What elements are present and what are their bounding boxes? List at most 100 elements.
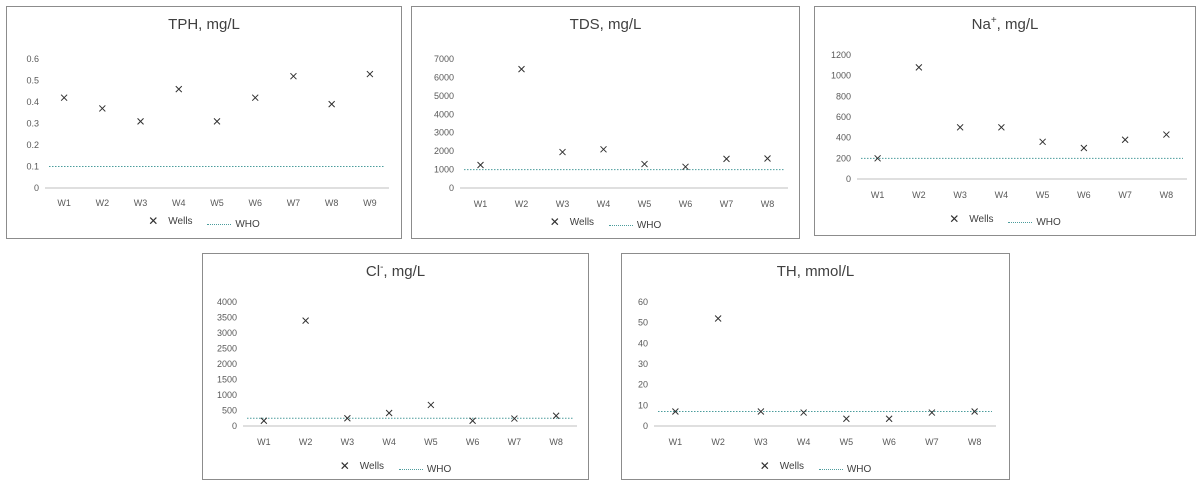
y-tick-label: 1500 <box>217 375 237 385</box>
x-tick-label: W4 <box>597 199 611 209</box>
wells-point <box>260 417 268 425</box>
x-tick-label: W8 <box>761 199 775 209</box>
x-marker-icon: ✕ <box>759 459 770 473</box>
y-tick-label: 60 <box>638 297 648 307</box>
x-tick-label: W5 <box>638 199 652 209</box>
chart-title: Cl-, mg/L <box>365 262 426 280</box>
chart-panel-na: Na+, mg/L 0 200 400 600 800 1000 1200 W1 W2 W3 W4 W… <box>814 6 1196 236</box>
y-tick-label: 20 <box>638 380 648 390</box>
y-tick-label: 2000 <box>434 146 454 156</box>
y-tick-label: 2500 <box>217 344 237 354</box>
wells-point <box>137 117 144 125</box>
y-tick-label: 0.1 <box>26 162 39 172</box>
y-tick-label: 3000 <box>217 328 237 338</box>
x-marker-stroke <box>800 409 807 416</box>
x-tick-label: W2 <box>515 199 529 209</box>
x-tick-label: W5 <box>840 437 854 447</box>
wells-point <box>366 70 374 78</box>
x-tick-label: W4 <box>172 198 186 208</box>
x-marker-stroke <box>518 65 525 73</box>
x-tick-label: W1 <box>57 198 71 208</box>
x-marker-stroke <box>60 94 68 102</box>
x-tick-label: W6 <box>1077 190 1091 200</box>
wells-point <box>98 105 106 112</box>
wells-point <box>714 315 722 322</box>
x-marker-stroke <box>98 105 106 112</box>
x-marker-stroke <box>469 417 476 425</box>
wells-point <box>672 408 679 415</box>
x-marker-stroke <box>552 412 560 420</box>
wells-point <box>971 408 978 415</box>
x-tick-label: W3 <box>134 198 148 208</box>
y-tick-label: 1000 <box>434 165 454 175</box>
x-marker-stroke <box>915 64 923 71</box>
y-tick-label: 0.3 <box>26 119 39 129</box>
x-marker-stroke <box>137 117 144 125</box>
legend-item-who: WHO <box>207 219 260 230</box>
wells-point <box>469 417 476 425</box>
x-tick-label: W2 <box>912 190 926 200</box>
wells-point <box>682 163 689 171</box>
y-tick-label: 800 <box>836 91 851 101</box>
chart-title: TH, mmol/L <box>776 263 855 280</box>
x-marker-stroke <box>260 417 268 425</box>
legend-item-wells: ✕ Wells <box>339 459 385 473</box>
x-tick-label: W3 <box>754 437 768 447</box>
wells-point <box>385 409 393 417</box>
x-marker-stroke <box>971 408 978 415</box>
legend-item-wells: ✕ Wells <box>949 212 994 226</box>
chart-legend: ✕ Wells WHO <box>622 459 1009 475</box>
wells-point <box>559 148 566 156</box>
x-marker-stroke <box>328 100 336 108</box>
x-marker-stroke <box>843 415 850 423</box>
dotted-line-icon <box>818 469 843 470</box>
legend-item-who: WHO <box>608 220 661 231</box>
y-tick-label: 600 <box>836 112 851 122</box>
x-marker-stroke <box>600 145 607 153</box>
x-marker-stroke <box>213 117 221 125</box>
legend-item-wells: ✕ Wells <box>759 459 805 473</box>
y-tick-label: 0 <box>643 421 648 431</box>
y-tick-label: 40 <box>638 338 648 348</box>
y-tick-label: 5000 <box>434 91 454 101</box>
chart-plot: 0 10 20 30 40 50 60 W1 W2 W3 W4 W5 W6 W7 W8 <box>638 297 996 447</box>
x-marker-stroke <box>885 415 893 423</box>
x-marker-stroke <box>1039 138 1046 146</box>
wells-point <box>641 160 648 168</box>
dotted-line-icon <box>1008 222 1033 223</box>
legend-item-who: WHO <box>398 464 451 475</box>
y-tick-label: 7000 <box>434 54 454 64</box>
x-tick-label: W8 <box>325 198 339 208</box>
y-tick-label: 3000 <box>434 128 454 138</box>
dotted-line-icon <box>398 469 423 470</box>
legend-item-who: WHO <box>818 464 871 475</box>
x-marker-stroke <box>344 414 351 422</box>
wells-point <box>757 408 765 415</box>
chart-panel-cl: Cl-, mg/L 0 500 1000 1500 2000 2500 3000 3500 40… <box>202 253 589 480</box>
wells-point <box>213 117 221 125</box>
x-tick-label: W4 <box>382 437 396 447</box>
y-tick-label: 2000 <box>217 359 237 369</box>
x-marker-stroke <box>477 161 484 169</box>
y-tick-label: 30 <box>638 359 648 369</box>
chart-panel-tph: TPH, mg/L 0 0.1 0.2 0.3 0.4 0.5 0.6 W1 W2 W3 W4 W5 W… <box>6 6 402 239</box>
y-tick-label: 0.5 <box>26 76 39 86</box>
chart-legend: ✕ Wells WHO <box>815 212 1195 228</box>
x-marker-icon: ✕ <box>549 215 560 229</box>
legend-item-wells: ✕ Wells <box>549 215 595 229</box>
x-tick-label: W8 <box>1160 190 1174 200</box>
legend-item-wells: ✕ Wells <box>148 214 193 228</box>
x-marker-stroke <box>714 315 722 322</box>
y-tick-label: 0 <box>846 174 851 184</box>
x-tick-label: W6 <box>882 437 896 447</box>
wells-point <box>1121 136 1129 144</box>
chart-title: TPH, mg/L <box>168 16 240 33</box>
x-tick-label: W1 <box>871 190 885 200</box>
x-marker-stroke <box>251 94 259 102</box>
x-marker-stroke <box>998 123 1005 131</box>
wells-point <box>928 409 936 416</box>
y-tick-label: 200 <box>836 153 851 163</box>
x-marker-stroke <box>757 408 765 415</box>
x-marker-stroke <box>385 409 393 417</box>
x-marker-stroke <box>928 409 936 416</box>
